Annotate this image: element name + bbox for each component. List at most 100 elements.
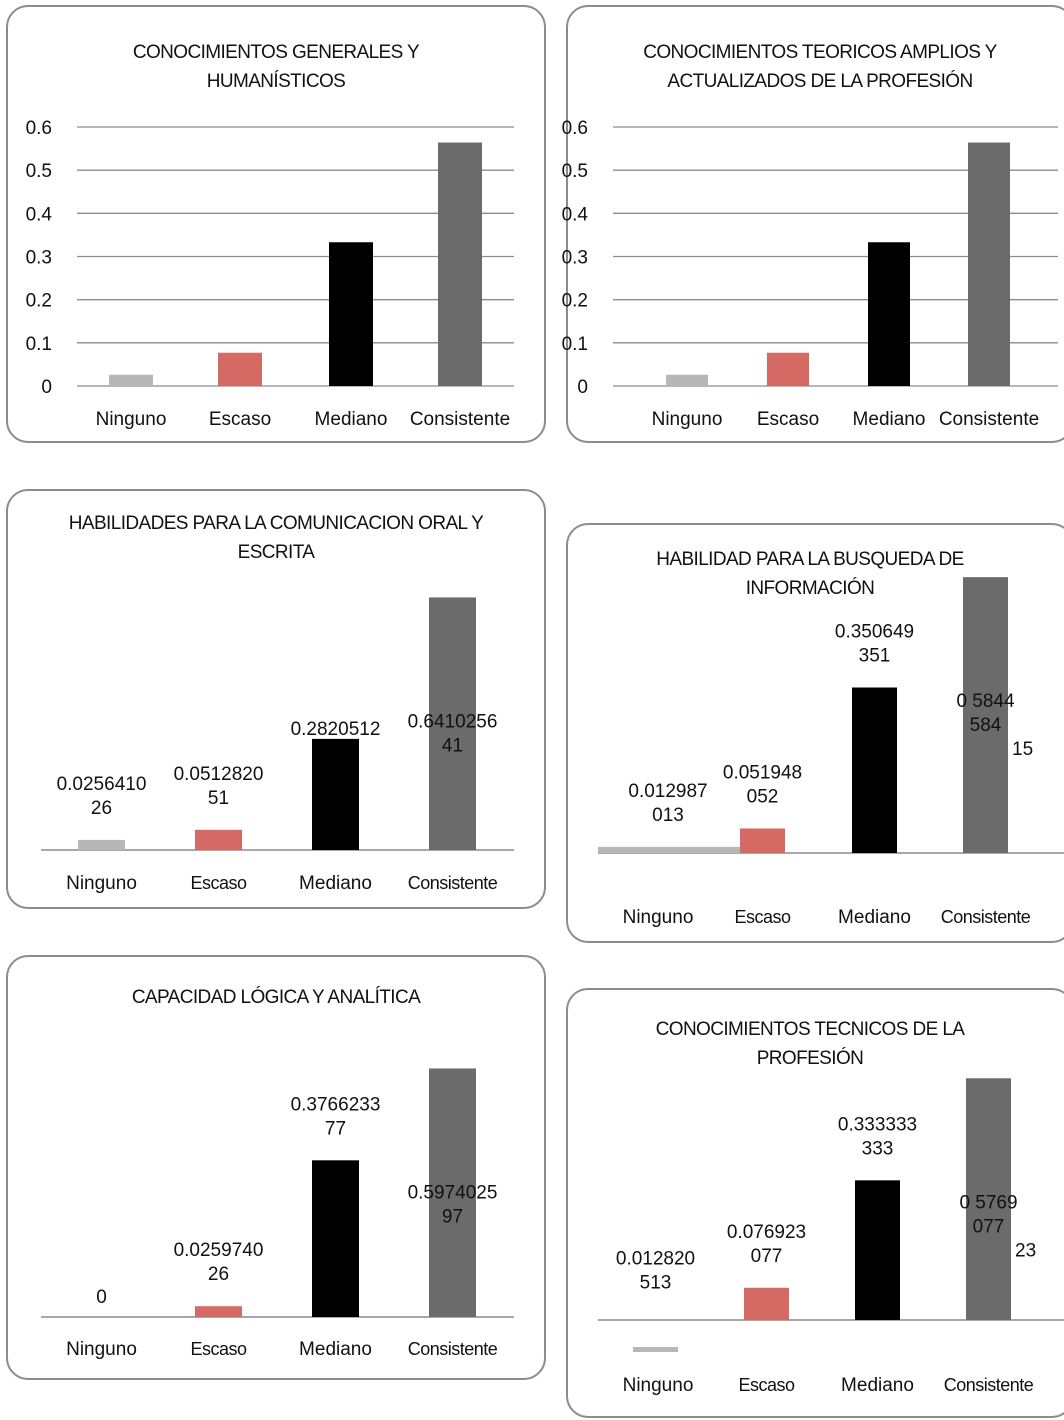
y-tick-label: 0	[41, 377, 52, 398]
y-tick-label: 0.2	[562, 291, 588, 312]
data-label: 0.0259740	[174, 1240, 264, 1261]
bar-ninguno	[633, 1347, 678, 1352]
bar-ninguno	[598, 847, 742, 853]
x-category-label: Escaso	[190, 873, 247, 893]
x-category-label: Mediano	[853, 409, 926, 430]
bar-consistente	[968, 143, 1010, 386]
x-category-label: Ninguno	[623, 907, 694, 928]
data-label: 0 5844	[956, 691, 1015, 712]
x-category-label: Consistente	[939, 409, 1039, 430]
x-category-label: Escaso	[209, 409, 271, 430]
x-category-label: Ninguno	[623, 1375, 694, 1396]
bar-mediano	[329, 242, 373, 386]
bar-mediano	[855, 1180, 900, 1320]
y-tick-label: 0.6	[562, 118, 588, 139]
y-tick-label: 0.3	[26, 248, 52, 269]
data-label: 077	[751, 1246, 783, 1267]
data-label: 41	[442, 735, 463, 756]
bar-ninguno	[666, 375, 708, 386]
data-label: 333	[862, 1138, 894, 1159]
data-label: 15	[1012, 739, 1033, 760]
chart-title-line: CONOCIMIENTOS TECNICOS DE LA	[568, 1015, 1052, 1044]
chart-title-line: HABILIDAD PARA LA BUSQUEDA DE	[568, 545, 1052, 574]
data-label: 23	[1015, 1240, 1036, 1261]
data-label: 013	[652, 805, 684, 826]
x-category-label: Ninguno	[66, 1339, 137, 1360]
x-category-label: Ninguno	[96, 409, 167, 430]
bar-escaso	[744, 1288, 789, 1320]
chart-title: HABILIDAD PARA LA BUSQUEDA DE INFORMACIÓ…	[568, 545, 1052, 603]
chart-panel-conocimientos-teoricos: CONOCIMIENTOS TEORICOS AMPLIOS Y ACTUALI…	[566, 5, 1064, 443]
x-category-label: Escaso	[734, 907, 791, 927]
chart-panel-conocimientos-tecnicos: 0.012820 513 0.076923 077 0.333333 333 0 5769 0…	[566, 988, 1064, 1418]
x-category-label: Consistente	[408, 873, 498, 893]
chart-plot: 0.0256410 26 0.0512820 51 0.2820512 0.6410256…	[8, 491, 548, 911]
y-tick-label: 0.1	[562, 334, 588, 355]
x-category-label: Consistente	[941, 907, 1031, 927]
bar-escaso	[767, 353, 809, 386]
x-category-label: Mediano	[315, 409, 388, 430]
y-tick-label: 0.5	[26, 161, 52, 182]
data-label: 0 5769	[959, 1192, 1017, 1213]
chart-title-line: PROFESIÓN	[568, 1044, 1052, 1073]
y-tick-label: 0.6	[26, 118, 52, 139]
data-label: 51	[208, 788, 229, 809]
y-tick-label: 0.5	[562, 161, 588, 182]
chart-title-line: INFORMACIÓN	[568, 574, 1052, 603]
chart-plot: 0 0.0259740 26 0.3766233 77 0.5974025 97 Ningun…	[8, 957, 548, 1382]
data-label: 0.350649	[835, 621, 914, 642]
bar-escaso	[195, 830, 242, 850]
bar-consistente	[438, 143, 482, 386]
data-label: 513	[640, 1273, 672, 1294]
x-category-label: Consistente	[410, 409, 510, 430]
data-label: 351	[859, 645, 891, 666]
x-category-label: Mediano	[841, 1375, 914, 1396]
bar-ninguno	[78, 840, 125, 850]
y-tick-label: 0	[577, 377, 588, 398]
bar-mediano	[852, 687, 897, 853]
data-label: 0.333333	[838, 1114, 917, 1135]
x-category-label: Ninguno	[652, 409, 723, 430]
data-label: 0.6410256	[408, 711, 498, 732]
data-label: 0.0256410	[57, 774, 147, 795]
bar-mediano	[868, 242, 910, 386]
x-category-label: Mediano	[299, 1339, 372, 1360]
y-tick-label: 0.4	[26, 204, 53, 225]
data-label: 0.0512820	[174, 764, 264, 785]
bar-escaso	[218, 353, 262, 386]
x-category-label: Ninguno	[66, 873, 137, 894]
data-label: 0.012820	[616, 1249, 695, 1270]
bar-escaso	[740, 828, 785, 853]
y-tick-label: 0.2	[26, 291, 52, 312]
bar-mediano	[312, 1160, 359, 1317]
x-category-label: Mediano	[299, 873, 372, 894]
data-label: 77	[325, 1118, 346, 1139]
data-label: 97	[442, 1206, 463, 1227]
bar-escaso	[195, 1306, 242, 1317]
x-category-label: Escaso	[757, 409, 819, 430]
data-label: 0.076923	[727, 1222, 806, 1243]
data-label: 0.3766233	[291, 1094, 381, 1115]
x-category-label: Escaso	[190, 1339, 247, 1359]
data-label: 0	[96, 1287, 107, 1308]
data-label: 0.5974025	[408, 1182, 498, 1203]
data-label: 052	[747, 786, 779, 807]
data-label: 077	[973, 1216, 1005, 1237]
chart-title: CONOCIMIENTOS TECNICOS DE LA PROFESIÓN	[568, 1015, 1052, 1073]
data-label: 0.2820512	[291, 719, 381, 740]
y-tick-label: 0.4	[562, 204, 589, 225]
data-label: 0.051948	[723, 762, 802, 783]
x-category-label: Mediano	[838, 907, 911, 928]
bar-mediano	[312, 739, 359, 850]
data-label: 0.012987	[628, 781, 707, 802]
data-label: 26	[208, 1264, 229, 1285]
data-label: 26	[91, 798, 112, 819]
x-category-label: Consistente	[408, 1339, 498, 1359]
y-tick-label: 0.3	[562, 248, 588, 269]
chart-panel-conocimientos-generales: CONOCIMIENTOS GENERALES Y HUMANÍSTICOS 0…	[6, 5, 546, 443]
x-category-label: Escaso	[738, 1375, 795, 1395]
